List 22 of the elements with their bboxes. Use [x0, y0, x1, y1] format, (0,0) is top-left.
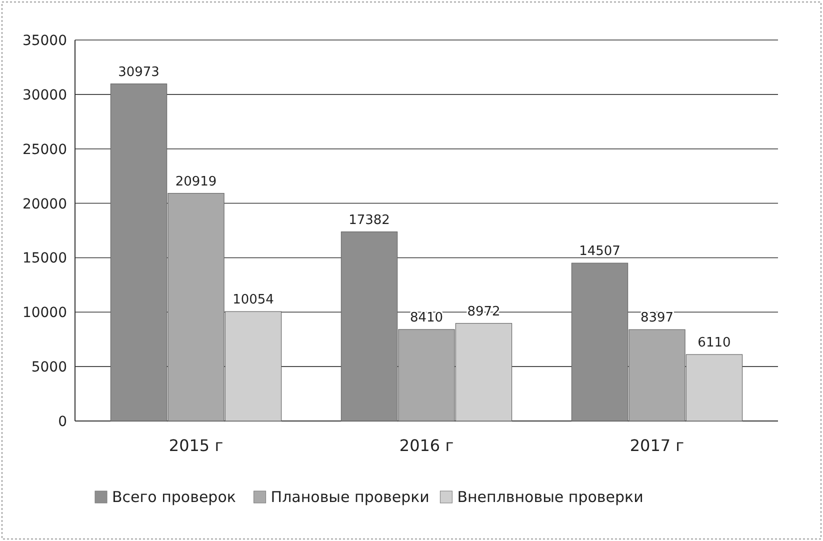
data-label: 17382 [348, 212, 390, 228]
x-tick-label: 2016 г [399, 436, 454, 455]
data-label: 30973 [118, 64, 160, 80]
y-tick-label: 0 [58, 414, 67, 430]
y-tick-label: 25000 [22, 142, 67, 158]
y-tick-label: 35000 [22, 33, 67, 49]
legend-label: Внеплвновые проверки [457, 488, 644, 506]
x-tick-label: 2017 г [630, 436, 684, 455]
legend-label: Всего проверок [112, 488, 236, 506]
data-label: 20919 [175, 174, 217, 190]
y-tick-label: 5000 [31, 360, 67, 376]
y-tick-label: 30000 [22, 87, 67, 104]
data-label: 14507 [579, 244, 620, 260]
data-label: 6110 [698, 335, 731, 350]
data-label: 10054 [232, 292, 274, 308]
x-tick-label: 2015 г [168, 436, 224, 455]
y-tick-label: 15000 [22, 250, 67, 267]
y-tick-label: 10000 [22, 305, 67, 322]
data-label: 8410 [410, 310, 444, 326]
legend-label: Плановые проверки [270, 488, 430, 506]
data-label: 8397 [640, 310, 674, 326]
y-tick-label: 20000 [22, 196, 67, 212]
